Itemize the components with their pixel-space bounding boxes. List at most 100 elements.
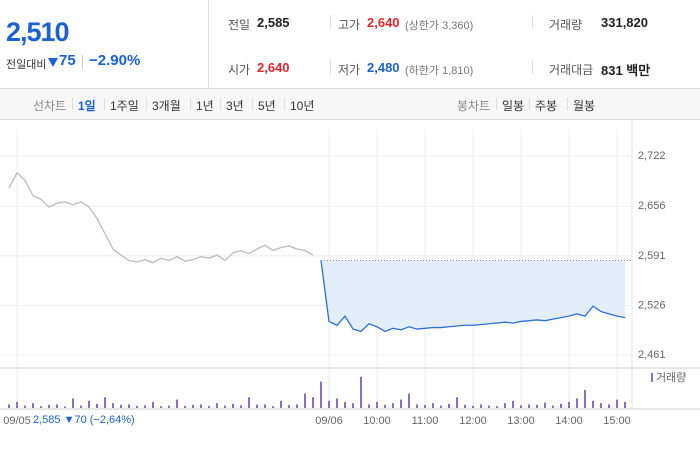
legend-label: 거래량 <box>656 371 686 384</box>
volume-bar <box>352 403 354 408</box>
price: 2,510 <box>6 17 70 47</box>
volume-bar <box>296 404 298 408</box>
x-tick-label: 13:00 <box>507 415 535 427</box>
low: 2,480 <box>367 60 400 75</box>
separator <box>567 98 568 110</box>
volume-bar <box>176 399 178 408</box>
volume-bar <box>360 376 362 408</box>
volume-bar <box>160 406 162 408</box>
range-button[interactable]: 일봉 <box>502 99 525 113</box>
volume-bar <box>616 399 618 408</box>
range-button[interactable]: 1주일 <box>110 99 139 113</box>
volume-bar <box>72 398 74 408</box>
volume-bar <box>264 404 266 408</box>
x-tick-label: 09/05 <box>3 415 31 427</box>
x-tick-label: 12:00 <box>459 415 487 427</box>
volume-bar <box>344 402 346 408</box>
volume-bar <box>56 404 58 408</box>
range-button[interactable]: 5년 <box>258 99 276 113</box>
volume-bar <box>16 402 18 408</box>
volume-bar <box>88 400 90 408</box>
separator <box>190 98 191 110</box>
volume-bar <box>240 405 242 408</box>
volume-bar <box>216 403 218 408</box>
volume-bar <box>152 402 154 408</box>
separator <box>284 98 285 110</box>
volume-bar <box>208 406 210 408</box>
volume-bar <box>600 403 602 408</box>
prev-close: 2,585 <box>257 15 290 30</box>
amount: 831 백만 <box>601 63 651 78</box>
candle-chart-label: 봉차트 <box>457 99 491 113</box>
upper-limit: (상한가 3,360) <box>405 20 474 32</box>
divider <box>82 55 83 69</box>
volume-bar <box>392 403 394 408</box>
volume-bar <box>544 402 546 408</box>
area-fill <box>321 260 625 332</box>
volume-bar <box>112 403 114 408</box>
volume-bar <box>584 390 586 408</box>
range-button[interactable]: 월봉 <box>573 99 596 113</box>
open: 2,640 <box>257 60 290 75</box>
volume-bar <box>288 405 290 408</box>
divider <box>330 15 331 29</box>
x-tick-label: 14:00 <box>555 415 583 427</box>
volume-bar <box>416 404 418 408</box>
prev-close-label: 전일 <box>228 18 251 32</box>
volume-bar <box>472 405 474 408</box>
separator <box>146 98 147 110</box>
volume-bar <box>408 393 410 408</box>
change: 75 <box>59 52 76 69</box>
y-tick-label: 2,722 <box>638 150 666 162</box>
volume-bar <box>464 405 466 408</box>
y-tick-label: 2,526 <box>638 299 666 311</box>
line <box>8 171 314 264</box>
volume-bar <box>80 405 82 408</box>
down-arrow <box>48 58 58 67</box>
volume-bar <box>576 398 578 408</box>
header <box>0 0 700 89</box>
divider <box>330 60 331 74</box>
volume-bar <box>304 393 306 408</box>
volume-bar <box>512 400 514 408</box>
volume-bar <box>520 405 522 408</box>
low-label: 저가 <box>338 63 361 77</box>
separator <box>529 98 530 110</box>
high: 2,640 <box>367 15 400 30</box>
volume-bar <box>232 403 234 408</box>
volume: 331,820 <box>601 15 648 30</box>
volume-bar <box>328 400 330 408</box>
range-button[interactable]: 10년 <box>290 99 315 113</box>
volume-bar <box>248 397 250 408</box>
volume-bar <box>424 405 426 408</box>
volume-bar <box>64 406 66 408</box>
volume-bar <box>368 404 370 408</box>
range-button[interactable]: 1일 <box>78 99 96 113</box>
range-button[interactable]: 3년 <box>226 99 244 113</box>
volume-label: 거래량 <box>549 18 583 32</box>
volume-bar <box>184 405 186 408</box>
volume-bar <box>456 397 458 408</box>
volume-bar <box>200 404 202 408</box>
volume-bar <box>496 406 498 408</box>
line-chart-label: 선차트 <box>33 99 67 113</box>
volume-bar <box>24 405 26 408</box>
volume-bar <box>448 403 450 408</box>
divider <box>532 60 533 74</box>
range-button[interactable]: 3개월 <box>152 99 181 113</box>
divider <box>532 15 533 29</box>
volume-bar <box>624 402 626 408</box>
footer-info: 2,585 ▼70 (−2,64%) <box>33 414 135 426</box>
volume-bar <box>224 405 226 408</box>
volume-bar <box>256 404 258 408</box>
legend-swatch <box>651 373 653 382</box>
volume-bar <box>552 405 554 408</box>
volume-bar <box>168 405 170 408</box>
range-button[interactable]: 1년 <box>196 99 214 113</box>
lower-limit: (하한가 1,810) <box>405 65 474 77</box>
range-button[interactable]: 주봉 <box>535 99 558 113</box>
change-label: 전일대비 <box>6 59 47 71</box>
separator <box>496 98 497 110</box>
volume-bar <box>120 405 122 408</box>
amount-label: 거래대금 <box>549 63 594 77</box>
